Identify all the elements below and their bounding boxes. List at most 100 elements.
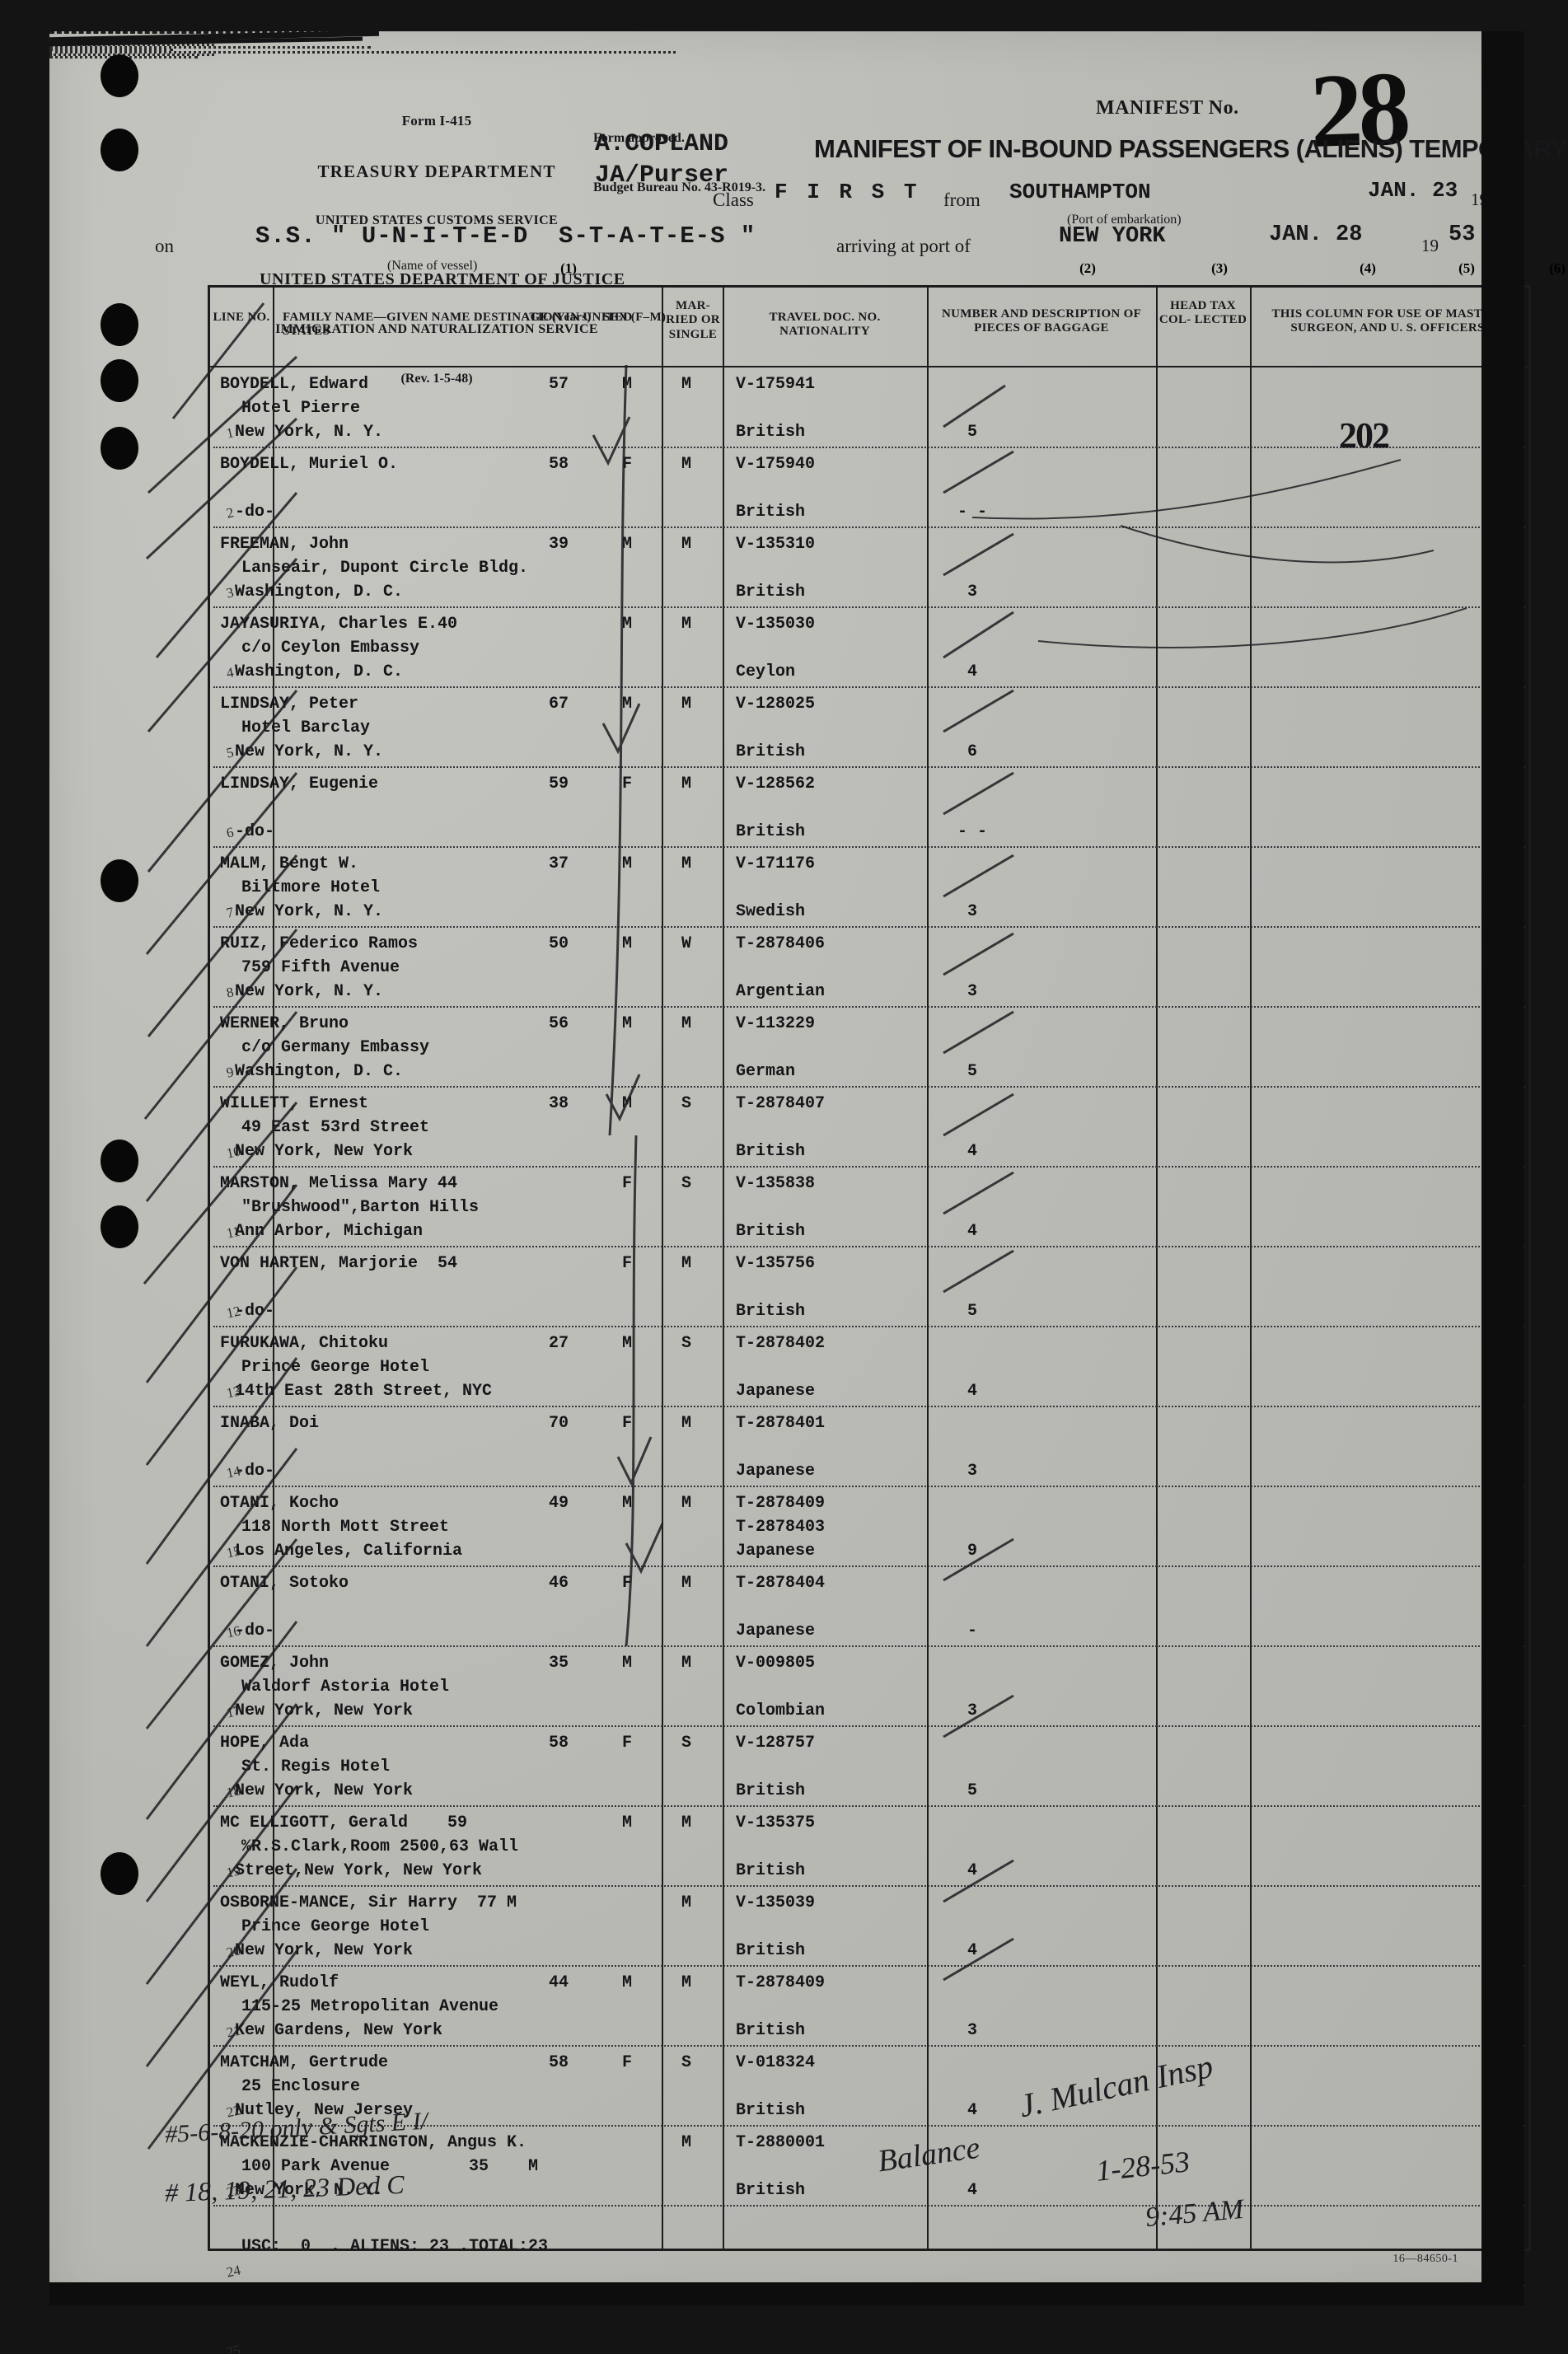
cell-passenger-name: LINDSAY, Eugenie: [220, 775, 379, 793]
cell-address-line-1: 759 Fifth Avenue: [241, 958, 400, 977]
cell-sex: F: [622, 1734, 633, 1753]
agency-treasury: TREASURY DEPARTMENT: [317, 161, 556, 181]
manifest-no-rule: [49, 31, 363, 34]
cell-age: 56: [548, 1014, 569, 1033]
clerk-stamp-number: 202: [1339, 415, 1390, 456]
cell-marital-status: M: [681, 455, 692, 474]
cell-baggage-count: 3: [967, 1701, 977, 1720]
cell-address-line-1: c/o Ceylon Embassy: [241, 639, 420, 658]
cell-baggage-count: 4: [967, 1941, 977, 1960]
row-separator: [213, 1246, 1525, 1247]
cell-sex: M: [622, 1494, 633, 1513]
from-label: from: [943, 190, 981, 210]
cell-age: 35: [548, 1654, 569, 1673]
cell-address-line-2: -do-: [235, 822, 275, 841]
row-separator: [213, 1565, 1525, 1567]
cell-travel-doc-no: V-128562: [736, 775, 816, 793]
cell-nationality: Japanese: [736, 1622, 816, 1640]
cell-travel-doc-no: V-135756: [736, 1254, 816, 1273]
punch-hole: [101, 359, 138, 402]
cell-nationality: British: [736, 1302, 806, 1321]
cell-passenger-name: OTANI, Sotoko: [220, 1574, 349, 1593]
cell-address-line-2: Ann Arbor, Michigan: [235, 1222, 424, 1241]
departure-date-value: JAN. 23: [1368, 178, 1458, 203]
column-divider: [927, 288, 929, 2249]
row-separator: [213, 1006, 1525, 1008]
cell-address-line-2: Washington, D. C.: [235, 583, 404, 601]
agency-justice: UNITED STATES DEPARTMENT OF JUSTICE: [260, 270, 625, 289]
column-number-4: (4): [1360, 260, 1376, 276]
cell-address-line-2: New York, New York: [235, 1781, 414, 1800]
cell-baggage-count: 4: [967, 1382, 977, 1401]
cell-sex: M: [622, 854, 633, 873]
cell-sex: F: [622, 2053, 633, 2072]
line-number: 6: [225, 824, 236, 841]
cell-marital-status: M: [681, 1494, 692, 1513]
cell-passenger-name: LINDSAY, Peter: [220, 695, 359, 714]
cell-sex: M: [622, 1813, 633, 1832]
punch-hole: [101, 1852, 138, 1895]
cell-age: 38: [548, 1094, 569, 1113]
punch-hole: [101, 427, 138, 470]
cell-address-line-1: 49 East 53rd Street: [241, 1118, 430, 1137]
arriving-label: arriving at port of: [836, 236, 971, 256]
cell-baggage-count: -: [967, 1622, 977, 1640]
line-number: 24: [225, 2262, 242, 2281]
header-marital-status: MAR- RIED OR SINGLE: [666, 299, 720, 341]
cell-address-line-1: Prince George Hotel: [241, 1917, 430, 1936]
form-revision: (Rev. 1-5-48): [400, 372, 473, 386]
scan-edge-bottom: [49, 2282, 1524, 2305]
cell-nationality: British: [736, 822, 806, 841]
row-separator: [213, 686, 1525, 688]
column-divider: [723, 288, 724, 2249]
cell-travel-doc-no: V-018324: [736, 2053, 816, 2072]
row-separator: [213, 1645, 1525, 1647]
cell-marital-status: W: [681, 934, 692, 953]
cell-travel-doc-no: V-135030: [736, 615, 816, 634]
cell-passenger-name: GOMEZ, John: [220, 1654, 330, 1673]
header-sex: SEX (F–M): [602, 311, 667, 324]
cell-baggage-count: 5: [967, 1781, 977, 1800]
cell-travel-doc-no: T-2878409: [736, 1494, 826, 1513]
cell-age: 58: [548, 455, 569, 474]
cell-passenger-name: OSBORNE-MANCE, Sir Harry 77 M: [220, 1893, 517, 1912]
cell-nationality: British: [736, 1222, 806, 1241]
cell-address-line-2: Washington, D. C.: [235, 662, 404, 681]
arrival-year-prefix: 19: [1421, 236, 1439, 255]
cell-baggage-count: 9: [967, 1542, 977, 1561]
cell-sex: F: [622, 1174, 633, 1193]
cell-address-line-1: Biltmore Hotel: [241, 878, 381, 897]
manifest-paper: Form I-415 TREASURY DEPARTMENT UNITED ST…: [49, 30, 1567, 2354]
cell-baggage-count: 3: [967, 583, 977, 601]
cell-passenger-name: FREEMAN, John: [220, 535, 349, 554]
cell-travel-doc-no-corrected: T-2878403: [736, 1518, 826, 1537]
cell-baggage-count: 4: [967, 662, 977, 681]
cell-address-line-1: Hotel Pierre: [241, 399, 361, 418]
on-label: on: [155, 236, 174, 256]
cell-baggage-count: 6: [967, 742, 977, 761]
scan-edge-right: [1481, 31, 1524, 2305]
cell-travel-doc-no: V-128757: [736, 1734, 816, 1753]
cell-sex: M: [622, 1654, 633, 1673]
cell-passenger-name: MATCHAM, Gertrude: [220, 2053, 389, 2072]
cell-travel-doc-no: T-2878401: [736, 1414, 826, 1433]
punch-hole: [101, 1205, 138, 1248]
header-line-no: LINE NO.: [213, 311, 270, 324]
cell-marital-status: M: [681, 1014, 692, 1033]
cell-nationality: Colombian: [736, 1701, 826, 1720]
cell-sex: F: [622, 1574, 633, 1593]
cell-sex: F: [622, 775, 633, 793]
header-officers-use: THIS COLUMN FOR USE OF MASTER, SURGEON, …: [1271, 307, 1504, 335]
cell-marital-status: S: [681, 1734, 692, 1753]
arrival-port-rule: [49, 54, 214, 56]
cell-passenger-name: WERNER, Bruno: [220, 1014, 349, 1033]
cell-marital-status: M: [681, 2133, 692, 2152]
column-divider: [1250, 288, 1252, 2249]
cell-address-line-2: 14th East 28th Street, NYC: [235, 1382, 493, 1401]
row-separator: [213, 846, 1525, 848]
cell-marital-status: M: [681, 535, 692, 554]
header-name-destination: FAMILY NAME—GIVEN NAME DESTINATION IN UN…: [283, 311, 633, 339]
row-separator: [213, 526, 1525, 528]
cell-address-line-1: "Brushwood",Barton Hills: [241, 1198, 480, 1217]
row-separator: [213, 1486, 1525, 1487]
